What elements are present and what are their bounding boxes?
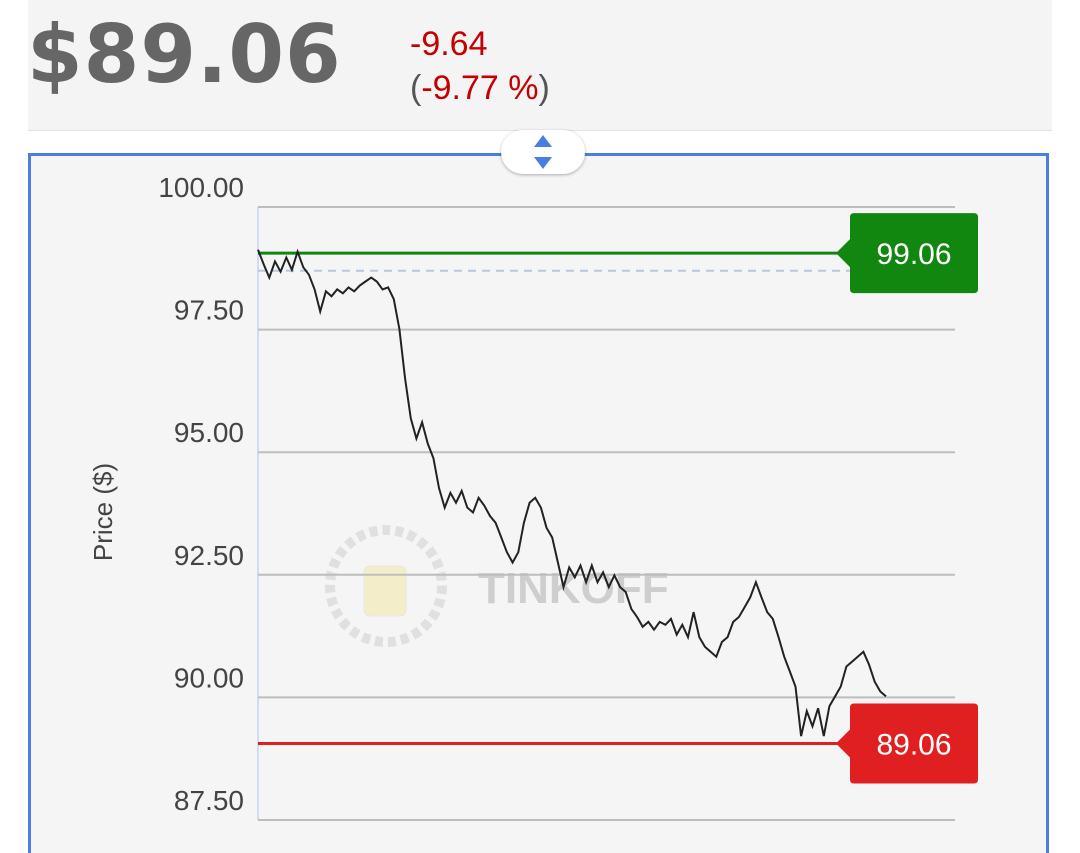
y-tick-label: 92.50 xyxy=(174,540,244,571)
emblem-icon xyxy=(325,525,447,647)
price-level-badge: 99.06 xyxy=(836,213,978,294)
y-tick-label: 100.00 xyxy=(158,172,244,203)
expand-toggle-button[interactable] xyxy=(501,130,585,174)
y-axis-label: Price ($) xyxy=(88,463,118,561)
emblem-shield-icon xyxy=(363,565,407,617)
change-percent-row: (-9.77 %) xyxy=(410,66,550,110)
up-down-arrows-icon xyxy=(534,135,552,169)
change-percent: -9.77 % xyxy=(421,69,539,107)
price-level-label: 89.06 xyxy=(876,728,951,761)
price-change: -9.64 (-9.77 %) xyxy=(410,22,550,110)
watermark-text: TINKOFF xyxy=(478,564,669,613)
paren-close: ) xyxy=(538,69,550,107)
y-tick-label: 87.50 xyxy=(174,785,244,816)
tinkoff-watermark: TINKOFF xyxy=(325,525,669,647)
price-series-line xyxy=(257,248,887,737)
price-level-badge: 89.06 xyxy=(836,703,978,784)
y-tick-label: 90.00 xyxy=(174,662,244,693)
paren-open: ( xyxy=(410,69,422,107)
change-value: -9.64 xyxy=(410,25,488,63)
quote-header xyxy=(28,0,1052,131)
current-price: $89.06 xyxy=(27,8,342,101)
price-level-label: 99.06 xyxy=(876,238,951,271)
y-tick-label: 95.00 xyxy=(174,417,244,448)
y-tick-label: 97.50 xyxy=(174,295,244,326)
